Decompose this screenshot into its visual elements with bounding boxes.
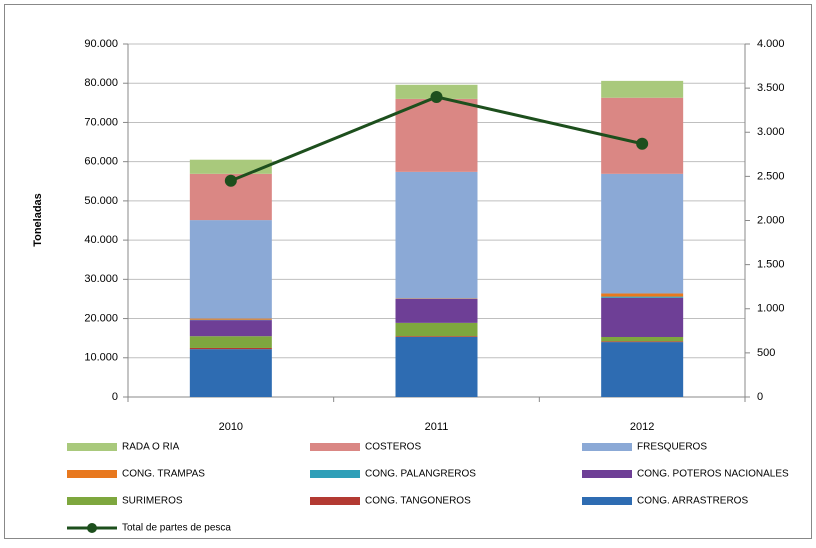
legend-swatch	[310, 443, 360, 451]
y-tick-label: 0	[112, 391, 118, 403]
x-tick-label: 2010	[219, 421, 243, 433]
bar-segment	[396, 299, 478, 323]
legend-swatch	[67, 497, 117, 505]
y-tick-label: 50.000	[84, 195, 118, 207]
bar-segment	[601, 81, 683, 98]
legend-swatch	[67, 443, 117, 451]
y2-tick-label: 2.500	[757, 170, 785, 182]
legend-label: FRESQUEROS	[637, 442, 707, 453]
bar-segment	[190, 220, 272, 318]
legend-label: COSTEROS	[365, 442, 421, 453]
bar-segment	[601, 298, 683, 337]
y-tick-label: 90.000	[84, 38, 118, 50]
legend-swatch	[582, 470, 632, 478]
y-tick-label: 80.000	[84, 77, 118, 89]
bar-segment	[190, 336, 272, 348]
bar-segment	[601, 293, 683, 296]
legend-swatch	[582, 497, 632, 505]
y-tick-label: 70.000	[84, 116, 118, 128]
x-tick-label: 2011	[425, 421, 449, 433]
y2-tick-label: 3.000	[757, 126, 785, 138]
bar-segment	[190, 319, 272, 320]
legend-label: SURIMEROS	[122, 496, 183, 507]
y-tick-label: 30.000	[84, 273, 118, 285]
bar-segment	[396, 323, 478, 336]
y2-tick-label: 500	[757, 347, 775, 359]
bar-segment	[396, 337, 478, 397]
legend-swatch	[582, 443, 632, 451]
y2-tick-label: 2.000	[757, 214, 785, 226]
y2-tick-label: 0	[757, 391, 763, 403]
legend-label: CONG. POTEROS NACIONALES	[637, 469, 789, 480]
legend-swatch	[310, 497, 360, 505]
y-tick-label: 10.000	[84, 352, 118, 364]
bar-segment	[396, 336, 478, 337]
bar-segment	[190, 348, 272, 349]
bar-segment	[190, 320, 272, 336]
y2-tick-label: 1.500	[757, 259, 785, 271]
bar-segment	[601, 174, 683, 294]
legend-swatch	[67, 470, 117, 478]
bar-segment	[190, 349, 272, 397]
bar-segment	[601, 341, 683, 342]
legend-label: CONG. TANGONEROS	[365, 496, 471, 507]
legend-label: CONG. PALANGREROS	[365, 469, 476, 480]
line-marker	[636, 138, 648, 150]
bar-segment	[601, 337, 683, 341]
y2-tick-label: 4.000	[757, 38, 785, 50]
line-marker	[225, 175, 237, 187]
legend-label: RADA O RIA	[122, 442, 180, 453]
y2-tick-label: 3.500	[757, 82, 785, 94]
y-tick-label: 20.000	[84, 312, 118, 324]
bar-segment	[601, 342, 683, 397]
bar-segment	[190, 160, 272, 174]
legend-label: CONG. ARRASTREROS	[637, 496, 748, 507]
legend-swatch	[310, 470, 360, 478]
y2-tick-label: 1.000	[757, 303, 785, 315]
legend-label: Total de partes de pesca	[122, 523, 231, 534]
bar-segment	[601, 297, 683, 298]
legend-label: CONG. TRAMPAS	[122, 469, 205, 480]
x-tick-label: 2012	[630, 421, 654, 433]
y-tick-label: 60.000	[84, 156, 118, 168]
y-axis-label: Toneladas	[32, 193, 44, 247]
y-tick-label: 40.000	[84, 234, 118, 246]
line-marker	[431, 91, 443, 103]
bar-segment	[396, 172, 478, 299]
legend-marker	[87, 523, 97, 533]
